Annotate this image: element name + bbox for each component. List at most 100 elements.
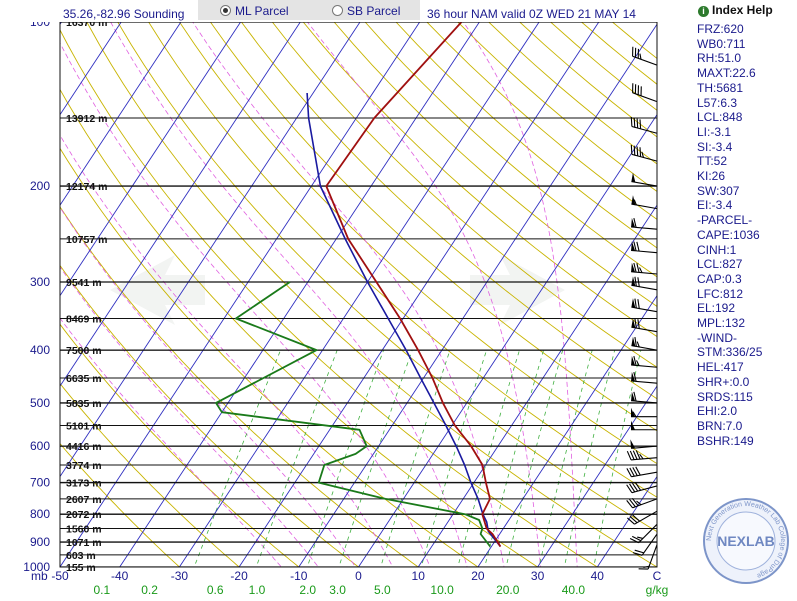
valid-time-title: 36 hour NAM valid 0Z WED 21 MAY 14 bbox=[427, 7, 636, 21]
dry-adiabat bbox=[117, 22, 657, 533]
isotherm bbox=[298, 23, 657, 567]
index-item: CAP:0.3 bbox=[697, 271, 742, 286]
moist-adiabat bbox=[192, 22, 505, 567]
mixing-ratio-label: 0.2 bbox=[141, 583, 158, 597]
wind-barb bbox=[631, 262, 658, 275]
ml-parcel-radio[interactable]: ML Parcel bbox=[220, 4, 289, 18]
wind-barb bbox=[631, 318, 658, 333]
moist-adiabat bbox=[60, 266, 319, 567]
dry-adiabat bbox=[60, 382, 240, 567]
index-item: TT:52 bbox=[697, 154, 728, 169]
index-item: MAXT:22.6 bbox=[697, 66, 756, 81]
radio-selected-icon bbox=[220, 5, 231, 16]
index-item: SRDS:115 bbox=[697, 389, 753, 404]
index-help-link[interactable]: i Index Help bbox=[698, 3, 773, 17]
temperature-tick-label: -30 bbox=[171, 569, 189, 583]
height-label: 5835 m bbox=[66, 398, 102, 410]
wind-barb bbox=[630, 117, 658, 134]
height-label: 2607 m bbox=[66, 494, 102, 506]
temperature-tick-label: -20 bbox=[230, 569, 248, 583]
wind-barb bbox=[626, 450, 658, 461]
moist-adiabat bbox=[60, 206, 356, 567]
sounding-indices-list: FRZ:620 WB0:711 RH:51.0 MAXT:22.6 TH:5681 L57… bbox=[697, 22, 762, 448]
wind-barb bbox=[626, 466, 658, 478]
index-item: CAPE:1036 bbox=[697, 227, 760, 242]
temperature-tick-label: 30 bbox=[531, 569, 545, 583]
mixing-ratio-line bbox=[255, 349, 338, 567]
isotherm bbox=[178, 22, 540, 567]
index-item: L57:6.3 bbox=[697, 95, 738, 110]
ml-parcel-label: ML Parcel bbox=[235, 4, 289, 18]
index-item: SW:307 bbox=[697, 183, 740, 198]
pressure-unit-label: mb bbox=[31, 569, 48, 583]
temperature-unit-label: C bbox=[653, 569, 662, 583]
mixing-ratio-line bbox=[338, 349, 413, 567]
index-item: EL:192 bbox=[697, 301, 736, 316]
dry-adiabat bbox=[581, 22, 657, 85]
mixing-ratio-line bbox=[484, 349, 544, 567]
mixing-ratio-label: 10.0 bbox=[430, 583, 454, 597]
mixing-ratio-label: 3.0 bbox=[329, 583, 346, 597]
index-item: SI:-3.4 bbox=[697, 139, 733, 154]
mixing-ratio-line bbox=[380, 349, 451, 567]
wind-barbs bbox=[626, 46, 658, 570]
moist-adiabat bbox=[110, 22, 468, 567]
temperature-tick-label: 0 bbox=[355, 569, 362, 583]
sounding-traces bbox=[215, 22, 502, 548]
wind-barb bbox=[632, 46, 658, 66]
height-label: 3774 m bbox=[66, 460, 102, 472]
wind-barb bbox=[631, 298, 658, 313]
pressure-tick-label: 700 bbox=[30, 476, 50, 490]
index-item: EHI:2.0 bbox=[697, 404, 738, 419]
index-item: STM:336/25 bbox=[697, 345, 763, 360]
index-item: LCL:827 bbox=[697, 257, 743, 272]
dry-adiabat bbox=[60, 147, 479, 567]
height-label: 155 m bbox=[66, 562, 96, 574]
height-label: 13912 m bbox=[66, 113, 107, 125]
wind-barb bbox=[631, 217, 658, 230]
wind-barb bbox=[631, 407, 657, 418]
mixing-ratio-label: 40.0 bbox=[562, 583, 586, 597]
dry-adiabat bbox=[60, 206, 419, 567]
mixing-ratio-line bbox=[457, 349, 520, 567]
background-arrows bbox=[110, 255, 565, 325]
sb-parcel-radio[interactable]: SB Parcel bbox=[332, 4, 400, 18]
dry-adiabat bbox=[60, 29, 599, 567]
mixing-ratio-label: 0.1 bbox=[93, 583, 110, 597]
dewpoint-trace bbox=[215, 281, 491, 548]
height-label: 7500 m bbox=[66, 345, 102, 357]
station-title: 35.26,-82.96 Sounding bbox=[63, 7, 185, 21]
height-label: 1560 m bbox=[66, 524, 102, 536]
mixing-ratio-line bbox=[538, 349, 593, 567]
index-item: EI:-3.4 bbox=[697, 198, 733, 213]
pressure-tick-label: 600 bbox=[30, 439, 50, 453]
height-label: 3173 m bbox=[66, 478, 102, 490]
mixing-ratio-line bbox=[306, 349, 384, 567]
dry-adiabat bbox=[241, 22, 657, 400]
isotherm bbox=[357, 113, 657, 567]
wind-barb bbox=[631, 371, 658, 384]
wind-barb bbox=[627, 510, 658, 525]
mixing-ratio-label: 5.0 bbox=[374, 583, 391, 597]
wind-barb bbox=[629, 523, 658, 544]
dry-adiabat bbox=[333, 22, 657, 307]
temperature-tick-label: -10 bbox=[290, 569, 308, 583]
isotherm bbox=[60, 22, 182, 206]
index-item: RH:51.0 bbox=[697, 51, 742, 66]
index-item: TH:5681 bbox=[697, 80, 744, 95]
mixing-ratio-label: 0.6 bbox=[207, 583, 224, 597]
index-item: FRZ:620 bbox=[697, 22, 744, 36]
radio-unselected-icon bbox=[332, 5, 343, 16]
mixing-ratio-line bbox=[563, 350, 616, 567]
wind-barb bbox=[626, 482, 658, 494]
index-help-label: Index Help bbox=[712, 3, 773, 17]
parcel-selector: ML Parcel SB Parcel bbox=[198, 0, 420, 20]
mixing-ratio-line bbox=[420, 349, 487, 567]
mixing-ratio-label: 20.0 bbox=[496, 583, 520, 597]
wind-barb bbox=[630, 144, 658, 162]
isotherm bbox=[60, 22, 361, 478]
wind-barb bbox=[631, 195, 658, 210]
height-label: 603 m bbox=[66, 550, 96, 562]
